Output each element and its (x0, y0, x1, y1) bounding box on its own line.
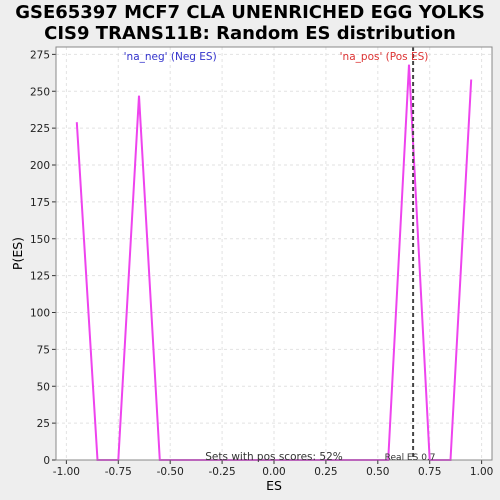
y-tick-label: 50 (37, 381, 50, 393)
y-tick-label: 0 (43, 455, 50, 467)
y-tick-label: 200 (30, 160, 50, 172)
pos-es-label: 'na_pos' (Pos ES) (340, 51, 429, 63)
neg-es-label: 'na_neg' (Neg ES) (124, 51, 217, 63)
chart-title-line-2: CIS9 TRANS11B: Random ES distribution (44, 23, 456, 44)
x-tick-label: -0.75 (105, 466, 132, 478)
y-tick-label: 100 (30, 308, 50, 320)
x-tick-label: -0.50 (157, 466, 184, 478)
y-tick-label: 225 (30, 123, 50, 135)
x-axis-label: ES (266, 478, 282, 493)
y-axis-label: P(ES) (10, 237, 25, 270)
x-tick-label: -1.00 (53, 466, 80, 478)
y-tick-label: 25 (37, 418, 50, 430)
axes: 0 25 50 75 100 125 150 175 200 225 250 275 -1.00 -0.7… (30, 46, 493, 478)
grid-lines (56, 47, 492, 461)
x-tick-label: 0.50 (366, 466, 389, 478)
x-tick-label: 1.00 (470, 466, 493, 478)
plot-border (55, 46, 493, 461)
y-tick-label: 275 (30, 49, 50, 61)
x-tick-label: 0.75 (418, 466, 441, 478)
y-tick-label: 175 (30, 197, 50, 209)
chart-title-line-1: GSE65397 MCF7 CLA UNENRICHED EGG YOLKS (15, 2, 485, 23)
real-es-label: Real ES 0.7 (385, 453, 436, 463)
x-tick-label: 0.00 (262, 466, 285, 478)
pos-scores-annotation: Sets with pos scores: 52% (205, 451, 342, 463)
y-tick-label: 75 (37, 344, 50, 356)
x-tick-label: -0.25 (209, 466, 236, 478)
y-tick-label: 125 (30, 271, 50, 283)
y-tick-label: 250 (30, 86, 50, 98)
chart-title: GSE65397 MCF7 CLA UNENRICHED EGG YOLKS C… (0, 2, 500, 44)
x-tick-label: 0.25 (314, 466, 337, 478)
y-tick-label: 150 (30, 234, 50, 246)
